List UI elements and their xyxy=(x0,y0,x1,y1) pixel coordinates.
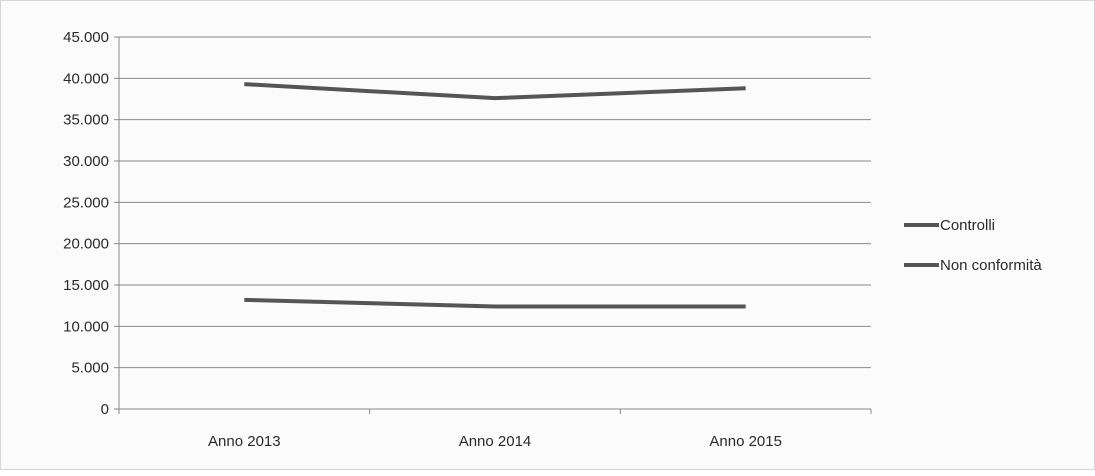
y-tick-label: 45.000 xyxy=(63,29,109,46)
y-tick-label: 0 xyxy=(101,401,109,418)
series-lines xyxy=(244,84,746,307)
legend-label: Controlli xyxy=(940,217,995,234)
series-line-1 xyxy=(244,300,745,307)
y-tick-label: 10.000 xyxy=(63,318,109,335)
y-tick-label: 40.000 xyxy=(63,70,109,87)
legend: Controlli Non conformità xyxy=(904,217,1042,274)
x-category-label: Anno 2013 xyxy=(208,433,281,450)
y-tick-labels: 0 5.000 10.000 15.000 20.000 25.000 30.000 35.0… xyxy=(63,29,109,418)
y-tick-label: 25.000 xyxy=(63,194,109,211)
axes xyxy=(114,37,871,414)
y-tick-label: 30.000 xyxy=(63,153,109,170)
series-line-0 xyxy=(244,84,745,98)
x-category-label: Anno 2015 xyxy=(709,433,782,450)
x-category-label: Anno 2014 xyxy=(459,433,532,450)
gridlines xyxy=(119,37,871,368)
y-tick-label: 20.000 xyxy=(63,236,109,253)
y-tick-label: 15.000 xyxy=(63,277,109,294)
y-tick-label: 5.000 xyxy=(71,360,109,377)
x-category-labels: Anno 2013 Anno 2014 Anno 2015 xyxy=(208,433,782,450)
y-tick-label: 35.000 xyxy=(63,112,109,129)
legend-label: Non conformità xyxy=(940,257,1042,274)
